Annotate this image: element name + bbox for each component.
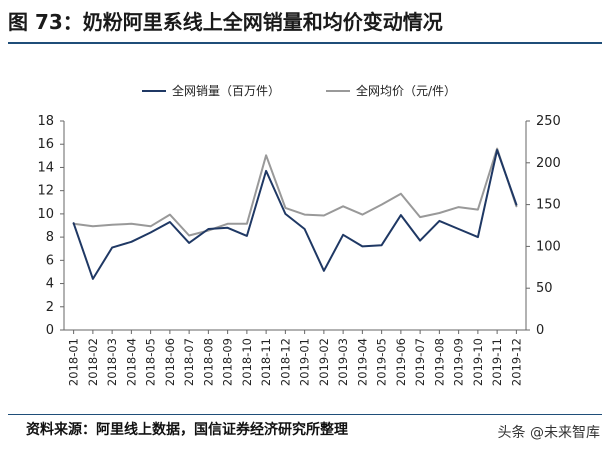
left-tick-label: 0 (46, 323, 54, 338)
left-tick-label: 6 (46, 253, 54, 268)
source-note: 资料来源：阿里线上数据，国信证券经济研究所整理 (26, 422, 348, 438)
x-tick-label: 2018-06 (163, 338, 177, 386)
chart-title: 图 73：奶粉阿里系线上全网销量和均价变动情况 (8, 10, 443, 34)
left-tick-label: 10 (37, 207, 54, 222)
right-tick-label: 0 (536, 323, 544, 338)
x-tick-label: 2019-01 (298, 338, 312, 386)
x-tick-label: 2018-04 (124, 338, 138, 386)
x-tick-label: 2019-09 (452, 338, 466, 386)
footer-divider (8, 414, 602, 415)
x-tick-label: 2019-02 (317, 338, 331, 386)
right-tick-label: 50 (536, 281, 553, 296)
x-tick-label: 2019-04 (355, 338, 369, 386)
x-tick-label: 2019-07 (413, 338, 427, 386)
x-tick-label: 2018-10 (240, 338, 254, 386)
x-tick-label: 2018-08 (201, 338, 215, 386)
right-tick-label: 100 (536, 239, 561, 254)
left-tick-label: 14 (37, 160, 54, 175)
sales-volume-line (72, 149, 518, 280)
left-tick-label: 2 (46, 300, 54, 315)
x-tick-label: 2019-05 (375, 338, 389, 386)
x-tick-label: 2019-10 (471, 338, 485, 386)
watermark-text: 头条 @未来智库 (497, 425, 600, 441)
left-tick-label: 18 (37, 114, 54, 129)
left-tick-label: 12 (37, 184, 54, 199)
x-tick-label: 2018-01 (67, 338, 81, 386)
x-tick-label: 2019-06 (394, 338, 408, 386)
x-tick-label: 2018-07 (182, 338, 196, 386)
right-tick-label: 250 (536, 114, 561, 129)
left-tick-label: 16 (37, 137, 54, 152)
x-tick-label: 2018-11 (259, 338, 273, 386)
legend-label-sales: 全网销量（百万件） (172, 83, 280, 98)
x-tick-label: 2019-12 (509, 338, 523, 386)
right-tick-label: 200 (536, 156, 561, 171)
x-tick-label: 2018-09 (221, 338, 235, 386)
x-tick-label: 2019-08 (432, 338, 446, 386)
x-tick-label: 2018-05 (144, 338, 158, 386)
x-tick-label: 2018-03 (105, 338, 119, 386)
x-tick-label: 2018-12 (278, 338, 292, 386)
right-tick-label: 150 (536, 198, 561, 213)
legend-label-price: 全网均价（元/件） (356, 83, 456, 98)
title-divider (8, 42, 602, 44)
left-tick-label: 4 (46, 277, 54, 292)
left-tick-label: 8 (46, 230, 54, 245)
x-tick-label: 2019-11 (490, 338, 504, 386)
x-tick-label: 2018-02 (86, 338, 100, 386)
x-tick-label: 2019-03 (336, 338, 350, 386)
average-price-line (72, 147, 518, 237)
